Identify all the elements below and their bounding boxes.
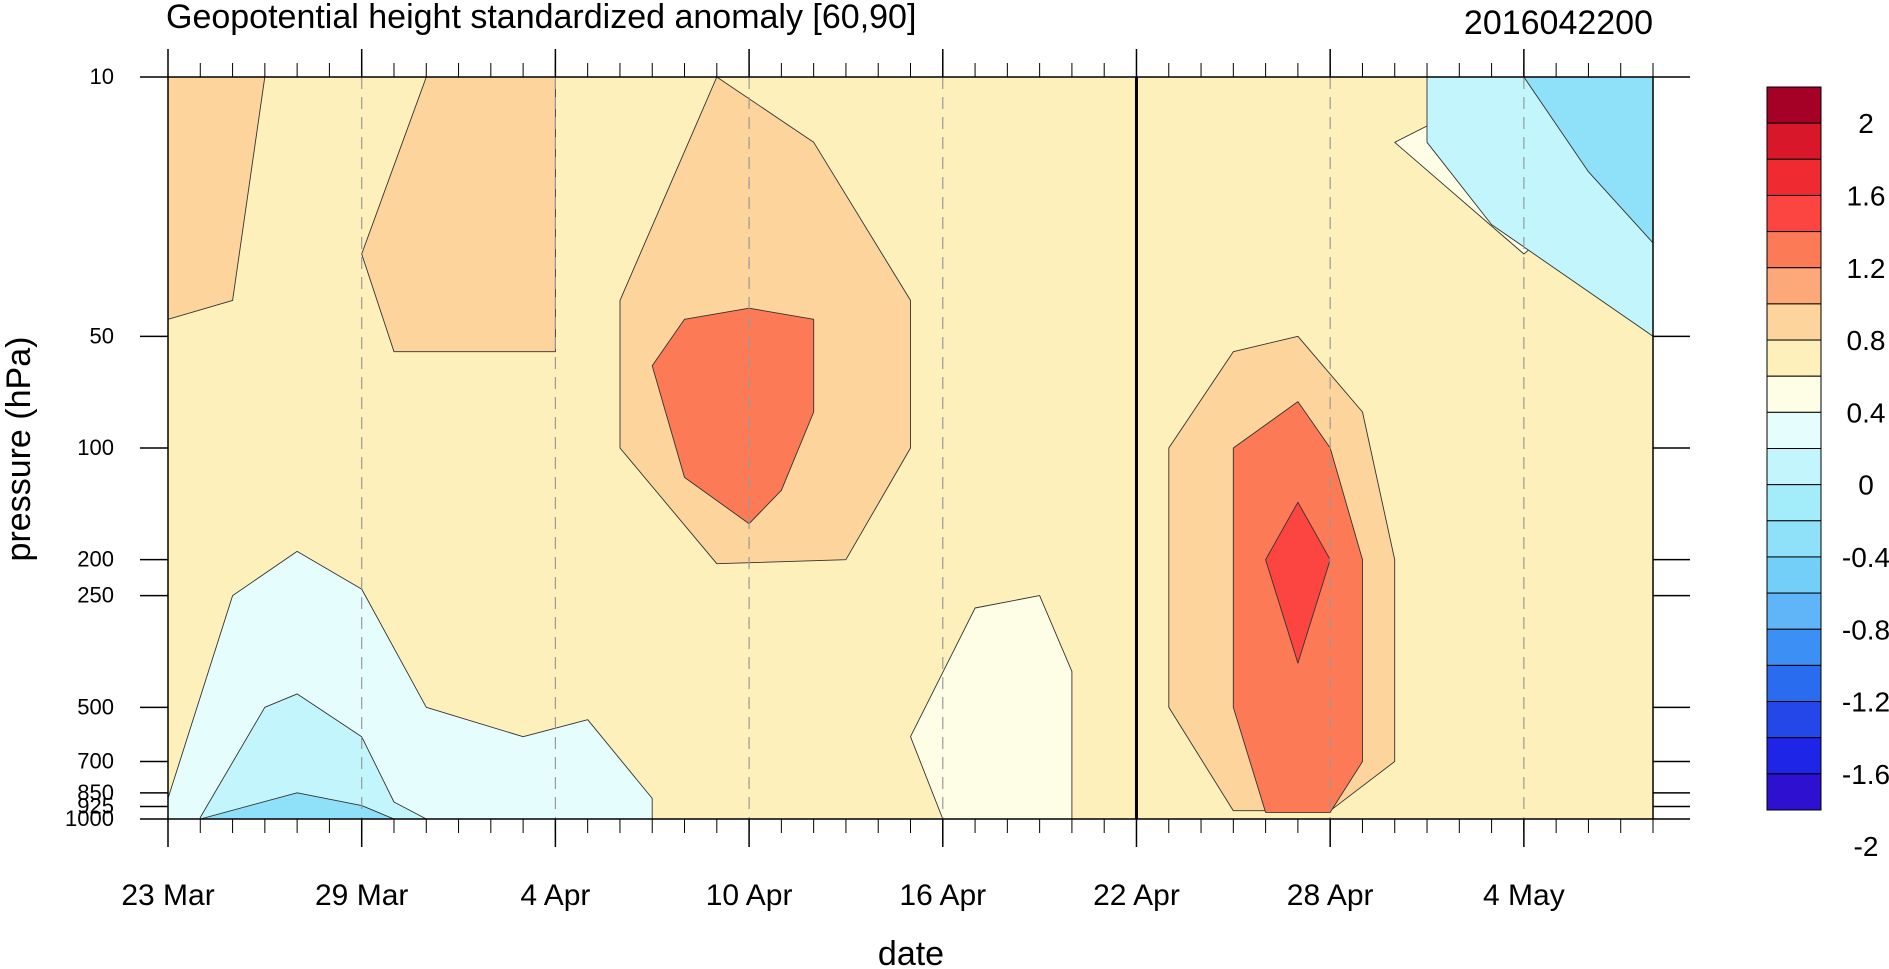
colorbar-swatch [1766,592,1822,630]
colorbar-label: -2 [1854,831,1879,862]
y-tick-label: 200 [77,547,114,572]
colorbar-swatch [1766,411,1822,450]
x-tick-label: 22 Apr [1093,879,1180,912]
colorbar-swatch [1766,448,1822,486]
colorbar-swatch [1766,375,1822,413]
y-axis-label: pressure (hPa) [0,337,38,562]
colorbar-label: -1.6 [1842,759,1889,790]
x-tick-label: 16 Apr [899,879,986,912]
colorbar-swatch [1766,122,1822,160]
colorbar-label: 1.6 [1847,180,1886,211]
x-axis: 23 Mar 29 Mar 4 Apr 10 Apr 16 Apr 22 Apr 28 Ap… [121,49,1654,912]
contour-region-3 [651,307,815,525]
y-tick-label: 850 [77,780,114,805]
y-tick-label: 500 [77,694,114,719]
colorbar-swatch [1766,303,1822,341]
x-tick-label: 4 May [1483,879,1565,912]
colorbar-swatch [1766,701,1822,739]
contour-region-9 [1523,77,1653,244]
x-tick-label: 28 Apr [1287,879,1374,912]
y-tick-label: 1000 [65,806,114,831]
y-tick-label: 100 [77,435,114,460]
x-tick-label: 29 Mar [315,879,408,912]
y-tick-label: 925 [77,793,114,818]
y-tick-label: 250 [77,583,114,608]
contour-regions [168,77,1653,819]
colorbar-swatch [1766,556,1822,594]
colorbar-swatch [1766,737,1822,775]
contour-region-1 [361,77,556,353]
colorbar-swatch [1766,339,1822,377]
colorbar-label: -1.2 [1842,687,1889,718]
colorbar-swatch [1766,194,1822,233]
colorbar-swatch [1766,158,1822,196]
x-tick-label: 23 Mar [121,879,214,912]
colorbar-label: 2 [1858,108,1874,139]
colorbar-swatch [1766,664,1822,703]
contour-region-11 [199,693,427,819]
colorbar-label: 0 [1858,470,1874,501]
contour-region-0 [168,77,266,320]
timestamp-label: 2016042200 [1464,4,1653,42]
colorbar-swatch [1766,231,1822,269]
x-tick-label: 4 Apr [520,879,590,912]
contour-region-14 [910,595,1073,819]
gridlines [361,77,1525,819]
chart-title: Geopotential height standardized anomaly… [166,0,916,36]
y-tick-label: 10 [90,64,114,89]
x-tick-label: 10 Apr [706,879,793,912]
colorbar-swatch [1766,628,1822,666]
colorbar-swatch [1766,484,1822,522]
colorbar: 2 1.6 1.2 0.8 0.4 0 -0.4 -0.8 -1.2 -1.6 -2 [1766,86,1889,862]
colorbar-label: 0.8 [1847,325,1886,356]
x-axis-label: date [878,935,944,969]
y-tick-label: 50 [90,323,114,348]
colorbar-swatch [1766,773,1822,811]
colorbar-label: -0.4 [1842,542,1889,573]
colorbar-swatch [1766,520,1822,558]
colorbar-label: -0.8 [1842,614,1889,645]
colorbar-label: 1.2 [1847,253,1886,284]
y-tick-label: 700 [77,749,114,774]
colorbar-swatch [1766,267,1822,305]
contour-region-6 [1265,501,1331,664]
colorbar-label: 0.4 [1847,397,1886,428]
colorbar-swatch [1766,86,1822,124]
